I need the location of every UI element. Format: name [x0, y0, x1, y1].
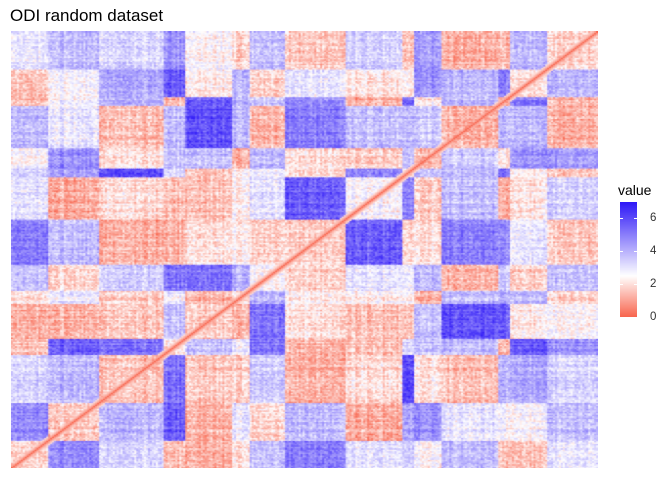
legend-tick-label: 0 — [650, 311, 657, 323]
legend-tick-mark — [634, 317, 637, 318]
legend-tick-mark — [634, 284, 637, 286]
heatmap — [11, 31, 598, 468]
legend-tick-label: 4 — [650, 245, 657, 258]
legend-colorbar — [620, 202, 637, 317]
legend-tick-mark — [634, 218, 637, 220]
legend-tick-label: 2 — [650, 278, 657, 291]
legend-tick-mark — [620, 317, 623, 318]
page-title: ODI random dataset — [10, 6, 164, 25]
legend-tick-label: 6 — [650, 212, 657, 225]
legend-tick-mark — [620, 284, 623, 286]
legend-title: value — [618, 182, 652, 198]
color-legend: value 0 2 4 6 — [618, 182, 668, 332]
legend-tick-mark — [620, 251, 623, 253]
legend-tick-mark — [634, 251, 637, 253]
legend-tick-mark — [620, 218, 623, 220]
